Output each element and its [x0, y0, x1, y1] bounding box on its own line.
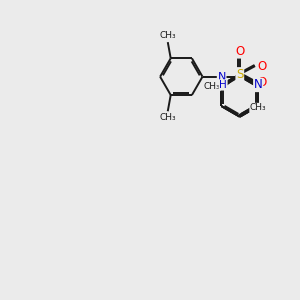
- Text: CH₃: CH₃: [250, 103, 266, 112]
- Text: N: N: [218, 72, 226, 82]
- Text: CH₃: CH₃: [160, 113, 176, 122]
- Text: H: H: [219, 80, 227, 90]
- Text: O: O: [258, 76, 267, 89]
- Text: O: O: [235, 45, 244, 58]
- Text: CH₃: CH₃: [203, 82, 220, 91]
- Text: N: N: [254, 78, 262, 92]
- Text: O: O: [258, 60, 267, 73]
- Text: S: S: [236, 68, 244, 81]
- Text: CH₃: CH₃: [160, 31, 176, 40]
